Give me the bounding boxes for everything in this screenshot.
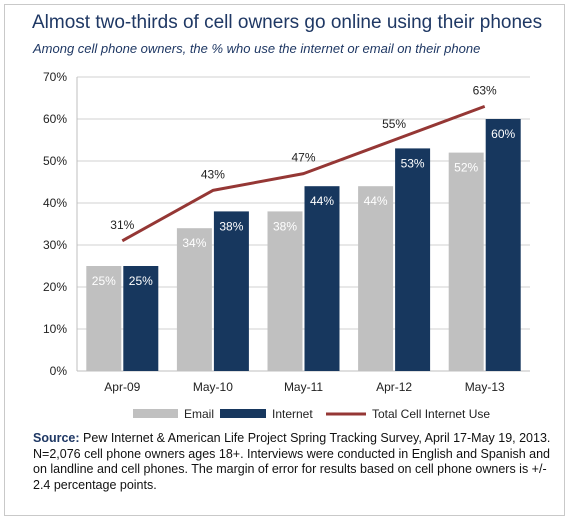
chart-canvas: 0% 10% 20% 30% 40% 50% 60% 70% Apr-09 25% 25% May-1… bbox=[43, 70, 530, 421]
y-tick-label: 10% bbox=[43, 322, 67, 336]
legend-label-internet: Internet bbox=[272, 407, 313, 421]
bar-internet bbox=[213, 211, 249, 371]
data-label-email: 44% bbox=[364, 194, 388, 208]
bar-internet bbox=[485, 119, 521, 371]
legend-swatch-email bbox=[133, 409, 178, 418]
data-label-total: 47% bbox=[291, 151, 315, 165]
chart-subtitle: Among cell phone owners, the % who use t… bbox=[33, 41, 481, 56]
y-tick-label: 40% bbox=[43, 196, 67, 210]
bar-internet bbox=[395, 148, 431, 371]
series-line-total bbox=[121, 104, 486, 243]
data-label-total: 43% bbox=[201, 167, 225, 181]
bar-internet bbox=[123, 266, 159, 371]
bar-email bbox=[86, 266, 122, 371]
bar-email bbox=[176, 228, 212, 371]
y-tick-label: 70% bbox=[43, 70, 67, 84]
x-tick-label: May-11 bbox=[284, 380, 323, 394]
bar-email bbox=[448, 152, 484, 371]
data-label-internet: 60% bbox=[491, 127, 515, 141]
chart-frame bbox=[4, 4, 565, 516]
data-label-internet: 38% bbox=[219, 219, 243, 233]
data-label-internet: 44% bbox=[310, 194, 334, 208]
y-tick-label: 50% bbox=[43, 154, 67, 168]
source-note: Source: Pew Internet & American Life Pro… bbox=[33, 431, 558, 493]
x-tick-label: Apr-12 bbox=[376, 380, 412, 394]
chart-title: Almost two-thirds of cell owners go onli… bbox=[32, 12, 543, 33]
y-tick-label: 60% bbox=[43, 112, 67, 126]
data-label-total: 63% bbox=[473, 83, 497, 97]
legend-swatch-internet bbox=[220, 409, 266, 418]
x-tick-label: May-10 bbox=[193, 380, 233, 394]
data-label-internet: 25% bbox=[129, 274, 153, 288]
source-text: Pew Internet & American Life Project Spr… bbox=[33, 431, 551, 492]
data-label-email: 52% bbox=[454, 161, 478, 175]
bar-email bbox=[267, 211, 303, 371]
data-label-email: 25% bbox=[92, 274, 116, 288]
data-label-email: 38% bbox=[273, 219, 297, 233]
data-label-total: 55% bbox=[382, 117, 406, 131]
bar-email bbox=[358, 186, 394, 371]
data-label-total: 31% bbox=[110, 218, 134, 232]
y-tick-label: 0% bbox=[50, 364, 68, 378]
legend-label-total: Total Cell Internet Use bbox=[372, 407, 490, 421]
y-tick-label: 20% bbox=[43, 280, 67, 294]
bar-internet bbox=[304, 186, 340, 371]
x-tick-label: May-13 bbox=[465, 380, 505, 394]
source-label: Source: bbox=[33, 431, 80, 445]
legend-label-email: Email bbox=[184, 407, 214, 421]
data-label-internet: 53% bbox=[401, 156, 425, 170]
data-label-email: 34% bbox=[182, 236, 206, 250]
x-tick-label: Apr-09 bbox=[104, 380, 140, 394]
y-tick-label: 30% bbox=[43, 238, 67, 252]
